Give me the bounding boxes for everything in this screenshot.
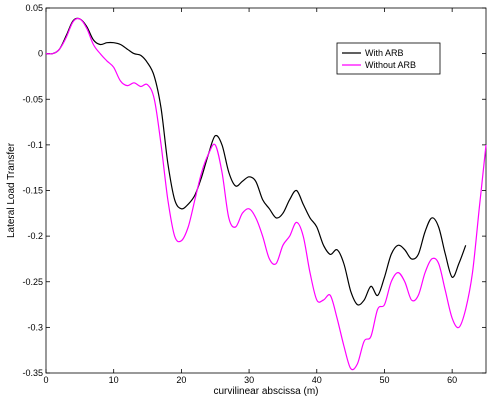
y-tick-label: -0.1	[27, 140, 43, 150]
x-tick-label: 40	[312, 375, 322, 385]
legend-label-without-arb: Without ARB	[365, 60, 416, 70]
x-axis-label: curvilinear abscissa (m)	[213, 386, 318, 397]
y-tick-label: -0.15	[22, 186, 43, 196]
x-tick-label: 50	[379, 375, 389, 385]
y-tick-label: 0.05	[25, 3, 43, 13]
y-axis-label: Lateral Load Transfer	[6, 142, 17, 238]
legend-label-with-arb: With ARB	[365, 48, 404, 58]
series-line-without-arb	[45, 17, 487, 371]
x-tick-label: 10	[109, 375, 119, 385]
legend-box	[336, 42, 441, 75]
y-tick-label: -0.35	[22, 368, 43, 378]
y-tick-label: -0.3	[27, 322, 43, 332]
legend: With ARB Without ARB	[336, 42, 441, 75]
y-tick-label: -0.2	[27, 231, 43, 241]
x-tick-label: 0	[43, 375, 48, 385]
y-tick-label: -0.25	[22, 277, 43, 287]
series-line-with-arb	[45, 17, 467, 306]
x-tick-label: 20	[176, 375, 186, 385]
ticks-layer: 0 10 20 30 40 50 60 0.05 0 -0.05 -0.1 -0.15 -0.2 -0.2…	[22, 3, 486, 385]
x-tick-label: 60	[447, 375, 457, 385]
y-tick-label: -0.05	[22, 94, 43, 104]
x-tick-label: 30	[244, 375, 254, 385]
series-layer	[45, 17, 487, 371]
y-tick-label: 0	[38, 49, 43, 59]
